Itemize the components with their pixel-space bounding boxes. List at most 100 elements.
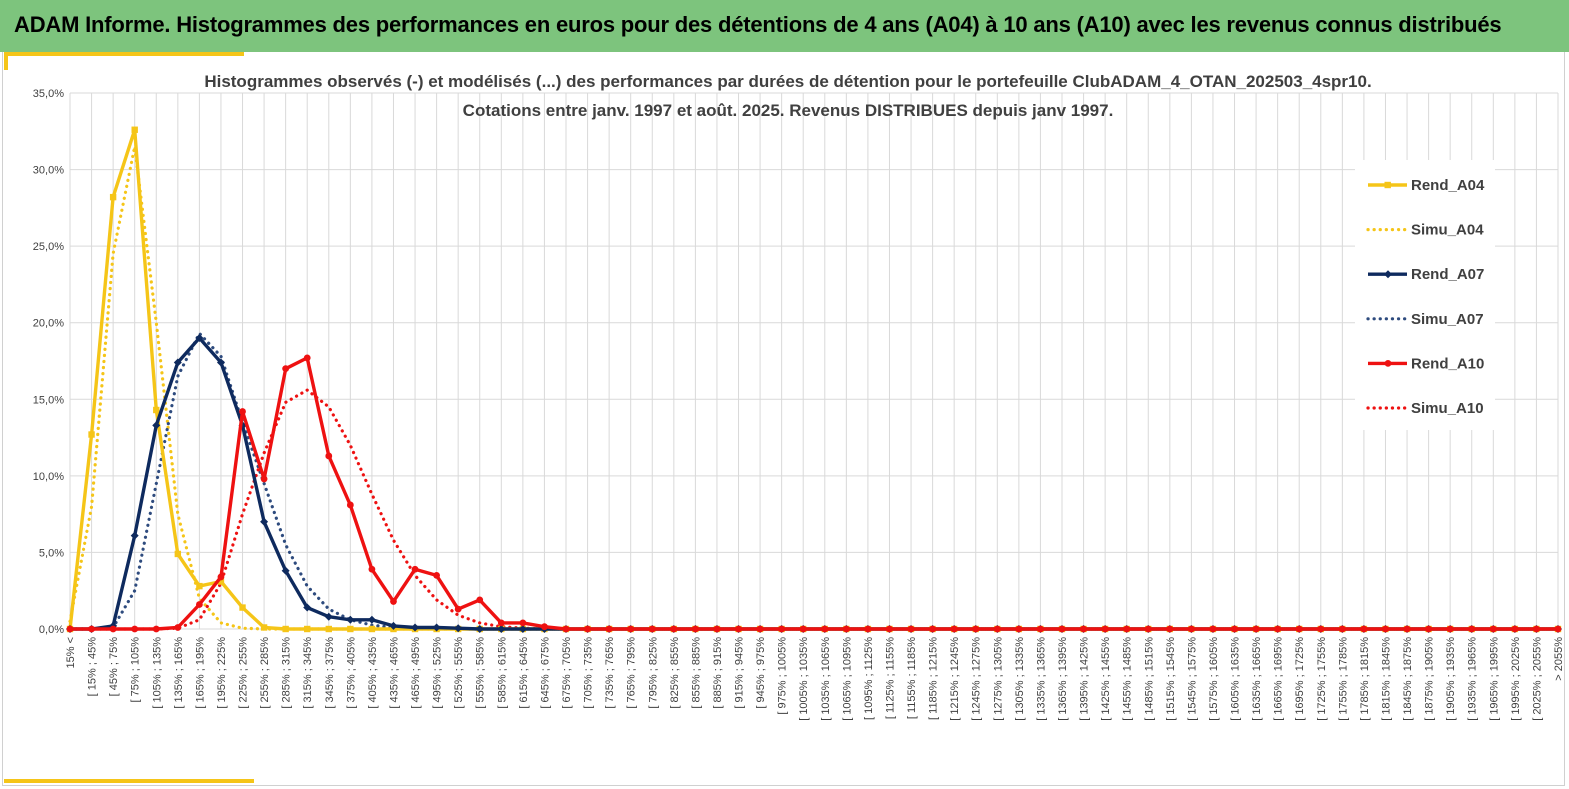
x-tick-label: [ 585% ; 615% — [496, 637, 508, 709]
data-point-Rend_A10 — [1037, 625, 1044, 633]
data-point-Rend_A10 — [239, 408, 246, 415]
x-tick-label: [ 1125% ; 1155% — [884, 637, 896, 719]
accent-bar-left — [4, 52, 8, 70]
x-tick-label: [ 1185% ; 1215% — [928, 637, 940, 720]
x-tick-label: [ 405% ; 435% — [367, 637, 379, 709]
data-point-Rend_A07 — [324, 612, 333, 621]
data-point-Rend_A07 — [411, 623, 420, 632]
data-point-Rend_A04 — [196, 582, 203, 590]
data-point-Rend_A10 — [433, 572, 441, 579]
series-line-Simu_A10 — [68, 388, 1560, 631]
data-point-Rend_A10 — [1209, 625, 1217, 633]
x-tick-label: [ 1725% ; 1755% — [1316, 637, 1328, 721]
data-point-Rend_A04 — [153, 406, 160, 414]
data-point-Rend_A10 — [1511, 625, 1519, 633]
legend: Rend_A04 Simu_A04 Rend_A07 Simu_A07 Rend_A10… — [1355, 160, 1495, 430]
data-point-Rend_A10 — [1425, 625, 1433, 633]
x-tick-label: [ 1005% ; 1035% — [798, 637, 810, 721]
y-tick-label: 20,0% — [33, 318, 64, 330]
x-tick-label: [ 1665% ; 1695% — [1273, 637, 1285, 721]
x-tick-label: [ 1335% ; 1365% — [1035, 637, 1047, 721]
x-tick-label: [ 1485% ; 1515% — [1143, 637, 1155, 721]
data-point-Rend_A10 — [562, 625, 570, 633]
data-point-Rend_A10 — [842, 625, 850, 633]
legend-label-Rend_A07: Rend_A07 — [1411, 266, 1484, 283]
legend-label-Rend_A10: Rend_A10 — [1411, 355, 1484, 372]
data-point-Rend_A10 — [1446, 625, 1454, 633]
data-point-Rend_A07 — [454, 624, 463, 633]
x-tick-label: [ 1095% ; 1125% — [863, 637, 875, 720]
data-point-Rend_A04 — [282, 625, 289, 633]
data-point-Rend_A10 — [1015, 625, 1023, 633]
x-tick-label: [ 795% ; 825% — [647, 637, 659, 709]
data-point-Rend_A10 — [950, 625, 958, 633]
x-tick-label: [ 885% ; 915% — [712, 637, 724, 709]
y-tick-label: 10,0% — [33, 471, 64, 483]
data-point-Rend_A10 — [454, 605, 462, 613]
x-tick-label: [ 525% ; 555% — [453, 637, 465, 709]
x-axis-ticks: 15% < [ 15% ; 45% [ 45% ; 75% [ 75% ; 105% [… — [65, 637, 1565, 721]
legend-background — [1355, 160, 1495, 430]
y-tick-label: 0,0% — [39, 624, 64, 636]
data-point-Rend_A10 — [886, 625, 893, 633]
data-point-Rend_A10 — [303, 354, 311, 362]
data-point-Rend_A10 — [1166, 625, 1174, 633]
x-tick-label: [ 165% ; 195% — [194, 637, 206, 709]
x-tick-label: [ 1935% ; 1965% — [1467, 637, 1479, 721]
x-tick-label: [ 1905% ; 1935% — [1445, 637, 1457, 721]
x-tick-label: [ 555% ; 585% — [475, 637, 487, 709]
x-tick-label: [ 945% ; 975% — [755, 637, 767, 709]
data-point-Rend_A10 — [1533, 625, 1540, 633]
x-tick-label: [ 1965% ; 1995% — [1488, 637, 1500, 721]
legend-label-Rend_A04: Rend_A04 — [1411, 177, 1485, 194]
data-point-Rend_A10 — [1382, 625, 1389, 633]
x-tick-label: [ 2025% ; 2055% — [1531, 637, 1543, 721]
x-tick-label: [ 1575% ; 1605% — [1208, 637, 1220, 721]
data-point-Rend_A07 — [303, 603, 312, 612]
y-axis-ticks: 0,0% 5,0% 10,0% 15,0% 20,0% 25,0% 30,0% 35,0% — [33, 88, 64, 636]
data-point-Rend_A10 — [1489, 625, 1497, 633]
y-tick-label: 35,0% — [33, 88, 64, 100]
data-point-Rend_A10 — [713, 625, 721, 633]
x-tick-label: [ 1065% ; 1095% — [841, 637, 853, 721]
data-point-Rend_A10 — [282, 365, 290, 373]
data-point-Rend_A10 — [519, 619, 527, 627]
data-point-Rend_A10 — [541, 623, 548, 631]
data-point-Rend_A10 — [627, 625, 635, 633]
data-point-Rend_A10 — [972, 625, 980, 633]
x-tick-label: [ 1215% ; 1245% — [949, 637, 961, 721]
data-point-Rend_A04 — [131, 126, 138, 133]
x-tick-label: [ 15% ; 45% — [87, 637, 99, 697]
data-point-Rend_A10 — [131, 625, 139, 633]
data-point-Rend_A07 — [367, 615, 376, 624]
data-point-Rend_A10 — [109, 625, 117, 633]
data-point-Rend_A10 — [584, 625, 591, 633]
x-tick-label: [ 915% ; 945% — [734, 637, 746, 709]
x-tick-label: [ 495% ; 525% — [432, 637, 444, 709]
chart-title-line1: Histogrammes observés (-) et modélisés (… — [204, 72, 1371, 91]
data-point-Rend_A07 — [346, 615, 355, 624]
data-point-Rend_A10 — [476, 596, 484, 604]
data-point-Rend_A04 — [304, 625, 311, 633]
data-point-Rend_A10 — [195, 601, 203, 608]
x-tick-label: [ 1815% ; 1845% — [1380, 637, 1392, 721]
x-tick-label: [ 1635% ; 1665% — [1251, 637, 1263, 721]
data-point-Rend_A10 — [1058, 625, 1066, 633]
grid-lines — [69, 92, 1559, 630]
legend-marker — [1384, 181, 1391, 189]
data-point-Rend_A10 — [1252, 625, 1260, 633]
data-point-Rend_A10 — [497, 619, 505, 627]
data-point-Rend_A04 — [347, 625, 354, 633]
data-point-Rend_A10 — [88, 625, 95, 633]
x-tick-label: [ 1695% ; 1725% — [1294, 637, 1306, 721]
data-point-Rend_A10 — [1360, 625, 1368, 633]
series-lines — [66, 126, 1562, 633]
x-tick-label: [ 315% ; 345% — [302, 637, 314, 709]
x-tick-label: [ 1875% ; 1905% — [1424, 637, 1436, 721]
data-point-Rend_A10 — [1403, 625, 1411, 633]
x-tick-label: [ 1455% ; 1485% — [1122, 637, 1134, 721]
data-point-Rend_A10 — [66, 625, 74, 633]
legend-label-Simu_A04: Simu_A04 — [1411, 222, 1484, 239]
data-point-Rend_A10 — [174, 624, 182, 631]
